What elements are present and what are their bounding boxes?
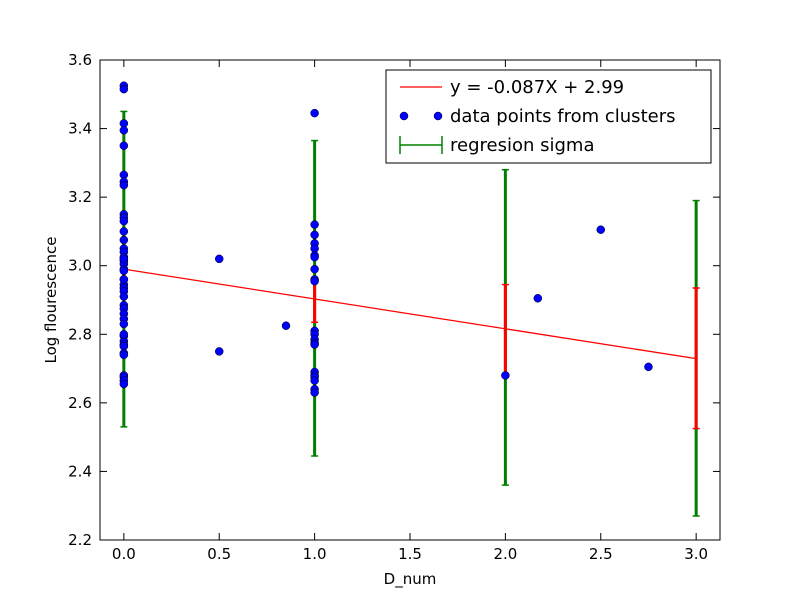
data-point bbox=[214, 347, 224, 356]
x-tick-label: 1.5 bbox=[398, 545, 422, 563]
data-point bbox=[119, 84, 129, 94]
data-point bbox=[310, 388, 319, 397]
y-tick-label: 3.4 bbox=[68, 120, 92, 138]
data-point bbox=[310, 220, 319, 229]
data-point bbox=[533, 294, 543, 303]
data-point bbox=[281, 321, 291, 330]
x-tick-label: 2.0 bbox=[493, 545, 517, 563]
y-axis-ticks: 2.2 2.4 2.6 2.8 3.0 3.2 3.4 3.6 bbox=[68, 51, 720, 549]
y-tick-label: 3.6 bbox=[68, 51, 92, 69]
data-point bbox=[119, 379, 129, 389]
data-point bbox=[310, 340, 319, 349]
x-tick-label: 0.5 bbox=[207, 545, 231, 563]
data-point bbox=[310, 252, 319, 262]
data-point bbox=[119, 350, 129, 360]
x-axis-ticks: 0.0 0.5 1.0 1.5 2.0 2.5 3.0 bbox=[112, 60, 708, 563]
y-tick-label: 2.2 bbox=[68, 531, 92, 549]
data-points bbox=[119, 81, 653, 397]
data-point bbox=[119, 235, 129, 245]
red-sigma-errorbars bbox=[120, 246, 700, 430]
data-point bbox=[119, 330, 129, 339]
x-tick-label: 0.0 bbox=[112, 545, 136, 563]
legend-label: y = -0.087X + 2.99 bbox=[450, 77, 624, 98]
data-point bbox=[119, 126, 129, 135]
data-point bbox=[310, 108, 319, 118]
data-point bbox=[310, 376, 319, 385]
data-point bbox=[119, 266, 129, 276]
data-point bbox=[310, 264, 319, 274]
regression-line bbox=[123, 268, 697, 360]
x-tick-label: 3.0 bbox=[684, 545, 708, 563]
y-axis-label: Log flourescence bbox=[42, 236, 60, 363]
data-point bbox=[119, 292, 129, 301]
y-tick-label: 2.4 bbox=[68, 462, 92, 480]
legend-label: regresion sigma bbox=[450, 135, 594, 156]
data-point bbox=[214, 254, 224, 264]
data-point bbox=[501, 371, 510, 380]
x-tick-label: 1.0 bbox=[303, 545, 327, 563]
data-point bbox=[119, 227, 129, 236]
legend-marker-swatch bbox=[433, 111, 443, 121]
y-tick-label: 3.0 bbox=[68, 257, 92, 275]
data-point bbox=[310, 230, 319, 240]
legend-marker-swatch bbox=[399, 111, 409, 121]
y-tick-label: 3.2 bbox=[68, 188, 92, 206]
data-point bbox=[119, 275, 129, 284]
data-point bbox=[310, 276, 319, 286]
data-point bbox=[596, 225, 606, 234]
y-tick-label: 2.6 bbox=[68, 394, 92, 412]
data-point bbox=[119, 254, 129, 264]
data-point bbox=[119, 180, 129, 190]
y-tick-label: 2.8 bbox=[68, 325, 92, 343]
data-point bbox=[644, 362, 653, 372]
data-point bbox=[119, 319, 129, 329]
data-point bbox=[119, 216, 129, 226]
x-axis-label: D_num bbox=[384, 570, 437, 589]
legend-label: data points from clusters bbox=[450, 106, 675, 127]
legend: y = -0.087X + 2.99 data points from clust… bbox=[385, 69, 712, 164]
x-tick-label: 2.5 bbox=[589, 545, 613, 563]
data-point bbox=[119, 141, 129, 150]
